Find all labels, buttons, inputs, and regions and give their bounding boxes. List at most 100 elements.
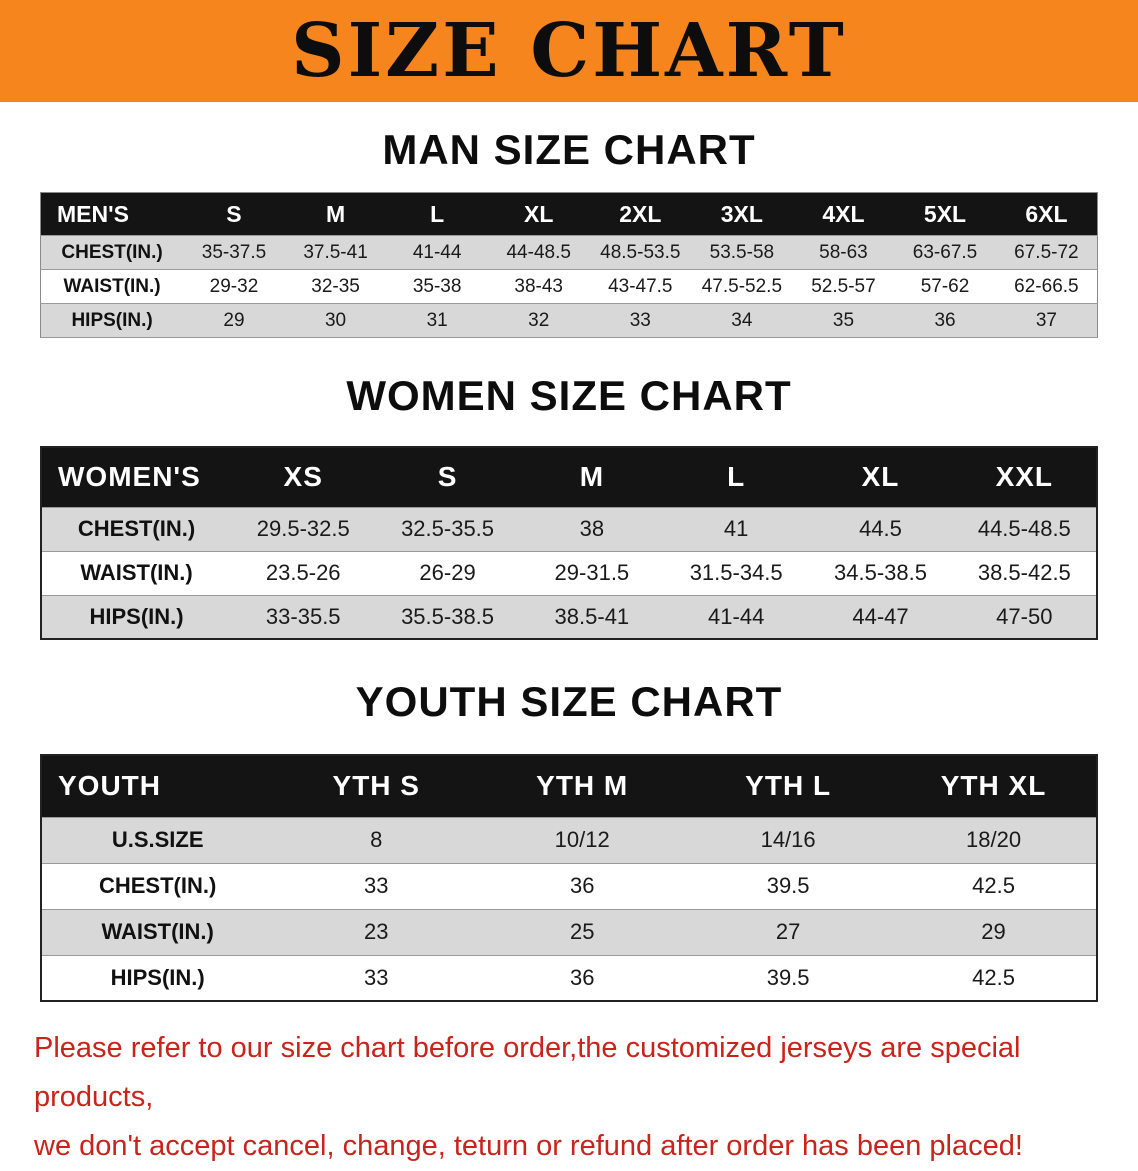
measurement-value: 38.5-42.5	[977, 560, 1071, 585]
measurement-value: 34.5-38.5	[834, 560, 927, 585]
measurement-value: 32-35	[311, 275, 360, 297]
header-row: WOMEN'S XS S M L XL XXL	[41, 447, 1097, 507]
banner-title: SIZE CHART	[291, 8, 847, 94]
size-header-cell: YTH L	[685, 755, 892, 817]
size-header-cell: YTH S	[273, 755, 480, 817]
women-size-chart-heading: WOMEN SIZE CHART	[346, 372, 792, 419]
measurement-label: HIPS(IN.)	[89, 603, 184, 629]
measurement-value: 37	[1035, 309, 1057, 331]
measurement-value: 41	[723, 516, 749, 541]
measurement-value: 48.5-53.5	[600, 241, 681, 263]
measurement-value: 38-43	[514, 275, 564, 297]
measurement-label: CHEST(IN.)	[77, 516, 196, 541]
measurement-row: HIPS(IN.) 29 30 31 32 33 34 35 36 37	[40, 303, 1098, 338]
size-header-cell: XS	[231, 447, 376, 507]
measurement-row: CHEST(IN.) 33 36 39.5 42.5	[41, 863, 1097, 909]
youth-size-chart-heading: YOUTH SIZE CHART	[355, 678, 783, 725]
measurement-value: 31	[426, 309, 448, 331]
disclaimer-line-2: we don't accept cancel, change, teturn o…	[34, 1130, 1023, 1162]
measurement-value: 41-44	[708, 603, 765, 629]
measurement-label: HIPS(IN.)	[71, 309, 153, 331]
measurement-value: 38.5-41	[554, 603, 630, 629]
measurement-row: WAIST(IN.) 29-32 32-35 35-38 38-43 43-47.5 47.…	[40, 269, 1098, 304]
measurement-value: 32.5-35.5	[401, 516, 495, 541]
measurement-value: 14/16	[760, 827, 816, 852]
men-size-section: MAN SIZE CHART MEN'S S M L XL 2XL 3XL 4XL 5XL 6XL…	[0, 126, 1138, 338]
measurement-label: WAIST(IN.)	[80, 560, 193, 585]
measurement-value: 27	[775, 919, 801, 944]
measurement-value: 34	[731, 309, 753, 331]
measurement-value: 33	[364, 873, 389, 898]
measurement-value: 29	[981, 919, 1006, 944]
size-header-cell: L	[664, 447, 809, 507]
order-disclaimer: Please refer to our size chart before or…	[34, 1024, 1104, 1171]
table-title-cell: MEN'S	[40, 192, 184, 236]
size-header-cell: 4XL	[792, 192, 895, 236]
measurement-value: 18/20	[966, 827, 1022, 852]
measurement-row: CHEST(IN.) 35-37.5 37.5-41 41-44 44-48.5 48.5…	[40, 235, 1098, 270]
measurement-row: HIPS(IN.) 33-35.5 35.5-38.5 38.5-41 41-44 44-…	[41, 595, 1097, 639]
size-header-cell: YTH M	[479, 755, 686, 817]
table-title-cell: WOMEN'S	[41, 447, 232, 507]
measurement-value: 47.5-52.5	[701, 275, 783, 297]
measurement-row: HIPS(IN.) 33 36 39.5 42.5	[41, 955, 1097, 1001]
size-header-cell: S	[375, 447, 520, 507]
measurement-value: 36	[934, 309, 956, 331]
measurement-value: 25	[569, 919, 595, 944]
women-size-table: WOMEN'S XS S M L XL XXL CHEST(IN.) 29.5-32.5 32.5…	[40, 446, 1098, 640]
disclaimer-line-1: Please refer to our size chart before or…	[34, 1032, 1021, 1113]
measurement-value: 29	[223, 309, 245, 331]
measurement-label: HIPS(IN.)	[110, 964, 205, 990]
measurement-value: 31.5-34.5	[689, 560, 783, 585]
header-row: MEN'S S M L XL 2XL 3XL 4XL 5XL 6XL	[40, 192, 1098, 236]
youth-size-section: YOUTH SIZE CHART YOUTH YTH S YTH M YTH L YTH…	[0, 678, 1138, 1002]
measurement-value: 42.5	[972, 964, 1015, 990]
size-header-cell: 6XL	[995, 192, 1098, 236]
measurement-value: 29-32	[209, 275, 259, 297]
measurement-value: 30	[324, 309, 347, 331]
measurement-value: 57-62	[920, 275, 970, 297]
table-title-cell: YOUTH	[41, 755, 274, 817]
measurement-value: 63-67.5	[912, 241, 978, 263]
measurement-value: 43-47.5	[608, 275, 673, 297]
header-row: YOUTH YTH S YTH M YTH L YTH XL	[41, 755, 1097, 817]
size-header-cell: XL	[808, 447, 953, 507]
measurement-value: 58-63	[819, 241, 868, 263]
measurement-value: 29-31.5	[554, 560, 630, 585]
women-size-section: WOMEN SIZE CHART WOMEN'S XS S M L XL XXL CHEST(…	[0, 372, 1138, 640]
size-header-cell: 3XL	[691, 192, 793, 236]
measurement-value: 23	[364, 919, 389, 944]
measurement-value: 62-66.5	[1014, 275, 1079, 297]
measurement-value: 33	[364, 964, 389, 990]
measurement-value: 39.5	[766, 964, 810, 990]
youth-size-table: YOUTH YTH S YTH M YTH L YTH XL U.S.SIZE 8 10/12…	[40, 754, 1098, 1002]
measurement-value: 35-38	[412, 275, 462, 297]
measurement-label: WAIST(IN.)	[63, 275, 161, 297]
measurement-value: 35	[832, 309, 855, 331]
measurement-value: 29.5-32.5	[256, 516, 350, 541]
measurement-row: WAIST(IN.) 23 25 27 29	[41, 909, 1097, 955]
size-header-cell: XXL	[952, 447, 1097, 507]
measurement-value: 35-37.5	[201, 241, 267, 263]
size-chart-banner: SIZE CHART	[0, 0, 1138, 102]
measurement-value: 8	[370, 827, 383, 852]
men-size-chart-heading: MAN SIZE CHART	[382, 126, 756, 173]
measurement-label: WAIST(IN.)	[101, 919, 214, 944]
measurement-value: 42.5	[972, 873, 1015, 898]
measurement-value: 41-44	[412, 241, 462, 263]
measurement-value: 36	[569, 873, 595, 898]
size-header-cell: XL	[487, 192, 590, 236]
measurement-value: 47-50	[996, 603, 1053, 629]
measurement-value: 53.5-58	[709, 241, 775, 263]
men-size-table: MEN'S S M L XL 2XL 3XL 4XL 5XL 6XL CHEST(IN.) 35-37…	[40, 192, 1098, 338]
measurement-label: CHEST(IN.)	[61, 241, 163, 263]
size-header-cell: M	[284, 192, 387, 236]
measurement-value: 52.5-57	[811, 275, 876, 297]
measurement-value: 44-47	[852, 603, 909, 629]
measurement-value: 36	[569, 964, 595, 990]
measurement-row: WAIST(IN.) 23.5-26 26-29 29-31.5 31.5-34.5 34…	[41, 551, 1097, 595]
measurement-value: 33	[629, 309, 651, 331]
measurement-value: 35.5-38.5	[401, 603, 495, 629]
measurement-value: 23.5-26	[265, 560, 341, 585]
size-header-cell: L	[386, 192, 488, 236]
